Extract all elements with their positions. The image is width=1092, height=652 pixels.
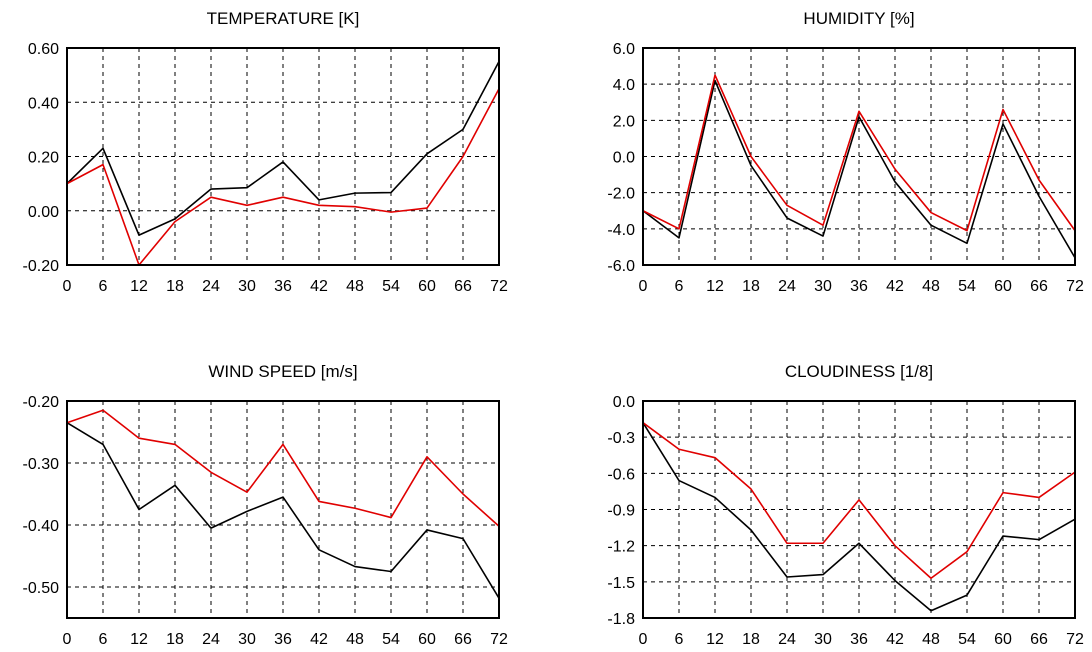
chart-panel-2: WIND SPEED [m/s] 0 6 12 18 24 30 36 42 48 54 60 66 72… <box>23 362 508 648</box>
plot-frame <box>642 47 1076 266</box>
y-tick-label: -2.0 <box>607 186 635 203</box>
x-tick-label: 24 <box>202 278 220 295</box>
chart-title: HUMIDITY [%] <box>803 9 914 28</box>
y-tick-label: -0.3 <box>607 430 635 447</box>
y-tick-label: -4.0 <box>607 222 635 239</box>
x-tick-label: 66 <box>1030 278 1048 295</box>
y-tick-label: -0.6 <box>607 466 635 483</box>
chart-title: CLOUDINESS [1/8] <box>785 362 933 381</box>
x-tick-label: 30 <box>814 631 832 648</box>
series-line-black <box>642 422 1076 612</box>
y-tick-label: 0.20 <box>28 150 59 167</box>
y-tick-label: -0.40 <box>23 518 60 535</box>
y-tick-label: -0.20 <box>23 394 60 411</box>
x-tick-label: 18 <box>742 631 760 648</box>
x-tick-label: 72 <box>1066 631 1084 648</box>
x-tick-label: 42 <box>310 278 328 295</box>
y-tick-label: 0.0 <box>613 394 635 411</box>
plot-frame <box>66 47 500 266</box>
y-tick-label: -6.0 <box>607 258 635 275</box>
x-tick-label: 30 <box>814 278 832 295</box>
x-tick-label: 54 <box>958 278 976 295</box>
x-tick-label: 24 <box>778 631 796 648</box>
series-line-red <box>66 409 500 527</box>
x-tick-label: 12 <box>130 631 148 648</box>
x-tick-label: 12 <box>706 631 724 648</box>
y-tick-label: 0.40 <box>28 95 59 112</box>
y-tick-label: -0.9 <box>607 503 635 520</box>
x-tick-label: 60 <box>418 631 436 648</box>
y-tick-label: 6.0 <box>613 41 635 58</box>
chart-title: TEMPERATURE [K] <box>207 9 360 28</box>
y-tick-label: -1.2 <box>607 539 635 556</box>
plot-frame <box>642 400 1076 619</box>
x-tick-label: 66 <box>1030 631 1048 648</box>
x-tick-label: 24 <box>778 278 796 295</box>
x-tick-label: 48 <box>346 631 364 648</box>
x-tick-label: 18 <box>166 631 184 648</box>
x-tick-label: 72 <box>490 631 508 648</box>
y-tick-label: -1.8 <box>607 611 635 628</box>
x-tick-label: 0 <box>639 631 648 648</box>
x-tick-label: 12 <box>706 278 724 295</box>
x-tick-label: 18 <box>742 278 760 295</box>
x-tick-label: 6 <box>675 278 684 295</box>
x-tick-label: 36 <box>274 631 292 648</box>
x-tick-label: 24 <box>202 631 220 648</box>
series-line-black <box>66 422 500 599</box>
y-tick-label: -0.30 <box>23 456 60 473</box>
x-tick-label: 30 <box>238 278 256 295</box>
chart-panel-1: HUMIDITY [%] 0 6 12 18 24 30 36 42 48 54 60 66 72 6.0 4… <box>607 9 1084 295</box>
chart-title: WIND SPEED [m/s] <box>208 362 357 381</box>
x-tick-label: 0 <box>63 278 72 295</box>
y-tick-label: -0.50 <box>23 580 60 597</box>
x-tick-label: 30 <box>238 631 256 648</box>
x-tick-label: 42 <box>886 278 904 295</box>
series-line-black <box>66 61 500 236</box>
x-tick-label: 54 <box>382 631 400 648</box>
series-line-red <box>642 74 1076 232</box>
y-tick-label: 2.0 <box>613 113 635 130</box>
x-tick-label: 0 <box>639 278 648 295</box>
chart-panel-3: CLOUDINESS [1/8] 0 6 12 18 24 30 36 42 48 54 60 66 72… <box>607 362 1084 648</box>
x-tick-label: 60 <box>994 278 1012 295</box>
x-tick-label: 12 <box>130 278 148 295</box>
x-tick-label: 66 <box>454 278 472 295</box>
x-tick-label: 6 <box>99 631 108 648</box>
x-tick-label: 42 <box>886 631 904 648</box>
x-tick-label: 42 <box>310 631 328 648</box>
x-tick-label: 72 <box>490 278 508 295</box>
x-tick-label: 36 <box>850 278 868 295</box>
x-tick-label: 0 <box>63 631 72 648</box>
y-tick-label: 0.0 <box>613 150 635 167</box>
x-tick-label: 60 <box>418 278 436 295</box>
x-tick-label: 54 <box>958 631 976 648</box>
chart-panel-0: TEMPERATURE [K] 0 6 12 18 24 30 36 42 48 54 60 66 72 0… <box>23 9 508 295</box>
series-line-black <box>642 79 1076 259</box>
x-tick-label: 36 <box>850 631 868 648</box>
y-tick-label: 4.0 <box>613 77 635 94</box>
plot-frame <box>66 400 500 619</box>
x-tick-label: 48 <box>346 278 364 295</box>
x-tick-label: 60 <box>994 631 1012 648</box>
x-tick-label: 6 <box>99 278 108 295</box>
x-tick-label: 36 <box>274 278 292 295</box>
y-tick-label: -1.5 <box>607 575 635 592</box>
series-line-red <box>642 422 1076 580</box>
x-tick-label: 6 <box>675 631 684 648</box>
x-tick-label: 66 <box>454 631 472 648</box>
y-tick-label: -0.20 <box>23 258 60 275</box>
y-tick-label: 0.60 <box>28 41 59 58</box>
x-tick-label: 54 <box>382 278 400 295</box>
x-tick-label: 48 <box>922 278 940 295</box>
x-tick-label: 72 <box>1066 278 1084 295</box>
y-tick-label: 0.00 <box>28 204 59 221</box>
x-tick-label: 18 <box>166 278 184 295</box>
x-tick-label: 48 <box>922 631 940 648</box>
